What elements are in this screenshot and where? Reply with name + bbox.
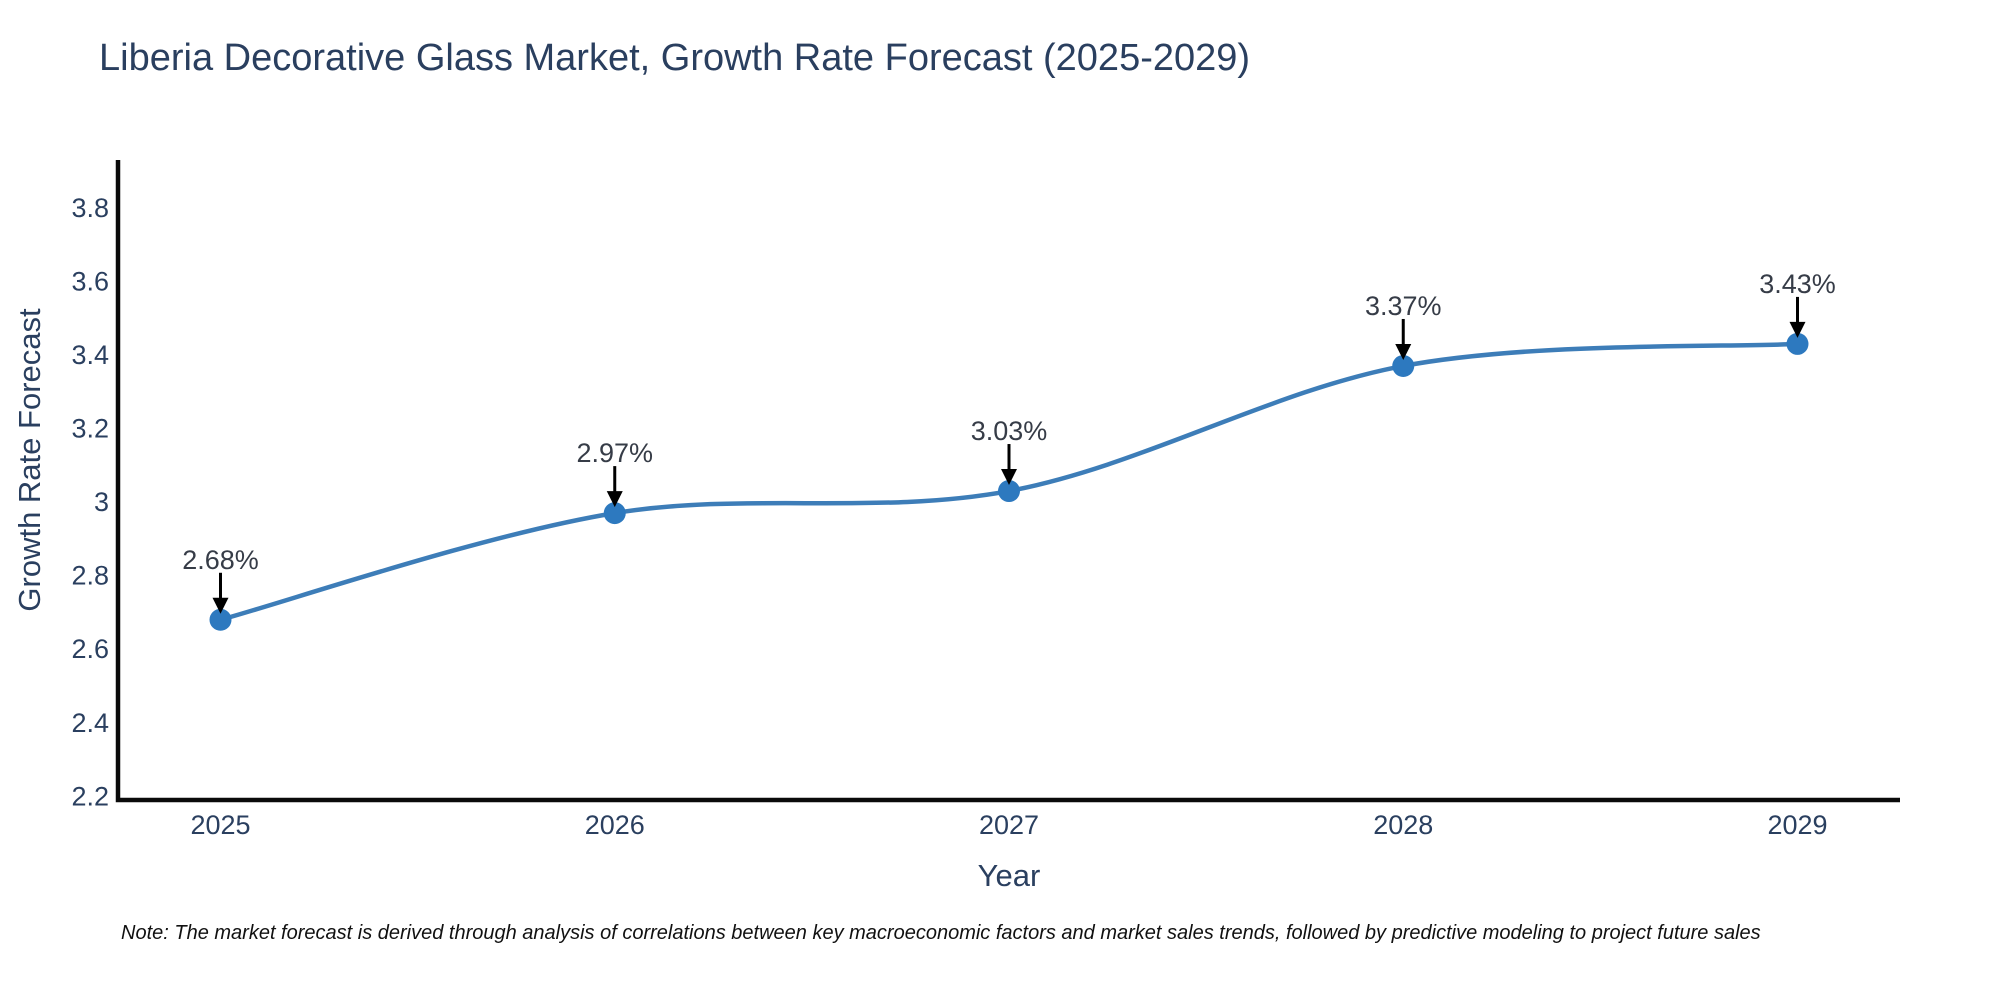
axis-lines [115,160,1900,803]
y-tick-label: 3.4 [71,340,109,370]
y-tick-label: 2.8 [71,561,109,591]
footnote: Note: The market forecast is derived thr… [121,922,1761,944]
annotation-arrow-head [212,597,229,614]
y-tick-label: 3.8 [71,193,109,223]
annotation-arrow-head [1789,321,1806,338]
data-point-label: 2.97% [576,438,653,468]
data-point-marker [1786,332,1809,355]
y-tick-label: 2.2 [71,781,109,811]
annotation-arrow-head [1395,343,1412,360]
data-point-label: 3.37% [1365,291,1442,321]
y-tick-label: 2.4 [71,708,109,738]
y-tick-label: 2.6 [71,634,109,664]
x-axis-title: Year [977,858,1041,893]
y-tick-label: 3 [94,487,109,517]
x-tick-label: 2029 [1767,810,1827,840]
annotation-arrow-head [606,491,623,508]
y-tick-label: 3.6 [71,266,109,296]
y-tick-label: 3.2 [71,414,109,444]
x-tick-label: 2028 [1373,810,1433,840]
data-point-label: 3.03% [971,416,1048,446]
data-point-marker [603,502,626,525]
data-point-marker [998,480,1020,503]
data-point-label: 3.43% [1759,269,1836,299]
annotation-arrow-head [1001,469,1017,486]
data-point-label: 2.68% [182,545,259,575]
chart-title: Liberia Decorative Glass Market, Growth … [99,37,1251,79]
x-tick-label: 2027 [979,810,1039,840]
x-tick-label: 2025 [190,810,250,840]
data-point-marker [1392,354,1415,377]
x-tick-label: 2026 [585,810,645,840]
data-point-marker [209,608,232,631]
